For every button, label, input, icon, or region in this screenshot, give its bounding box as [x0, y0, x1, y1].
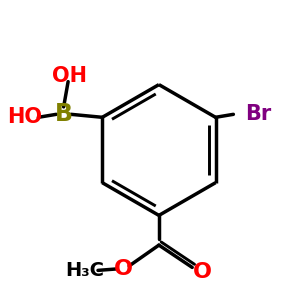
- Text: HO: HO: [8, 107, 43, 127]
- Text: Br: Br: [245, 104, 272, 124]
- Text: B: B: [55, 102, 73, 126]
- Text: H₃C: H₃C: [65, 261, 104, 280]
- Text: O: O: [193, 262, 211, 282]
- Text: OH: OH: [52, 66, 87, 86]
- Text: O: O: [114, 259, 133, 279]
